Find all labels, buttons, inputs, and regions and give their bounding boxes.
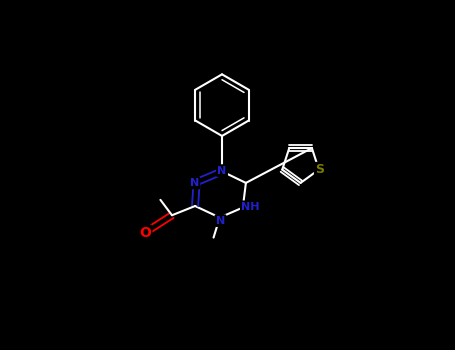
Text: S: S xyxy=(315,163,324,176)
Text: NH: NH xyxy=(241,202,260,212)
Text: N: N xyxy=(216,216,225,226)
Text: N: N xyxy=(190,178,199,188)
Text: O: O xyxy=(139,226,151,240)
Text: N: N xyxy=(217,166,227,176)
